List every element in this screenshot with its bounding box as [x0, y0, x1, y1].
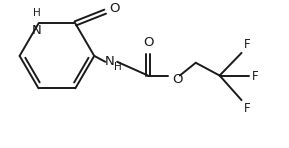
- Text: N: N: [32, 24, 41, 37]
- Text: F: F: [251, 70, 258, 83]
- Text: N: N: [105, 55, 115, 68]
- Text: O: O: [144, 36, 154, 49]
- Text: H: H: [33, 8, 40, 17]
- Text: F: F: [244, 102, 250, 115]
- Text: H: H: [114, 62, 122, 72]
- Text: O: O: [172, 73, 182, 86]
- Text: F: F: [244, 38, 250, 51]
- Text: O: O: [109, 2, 120, 15]
